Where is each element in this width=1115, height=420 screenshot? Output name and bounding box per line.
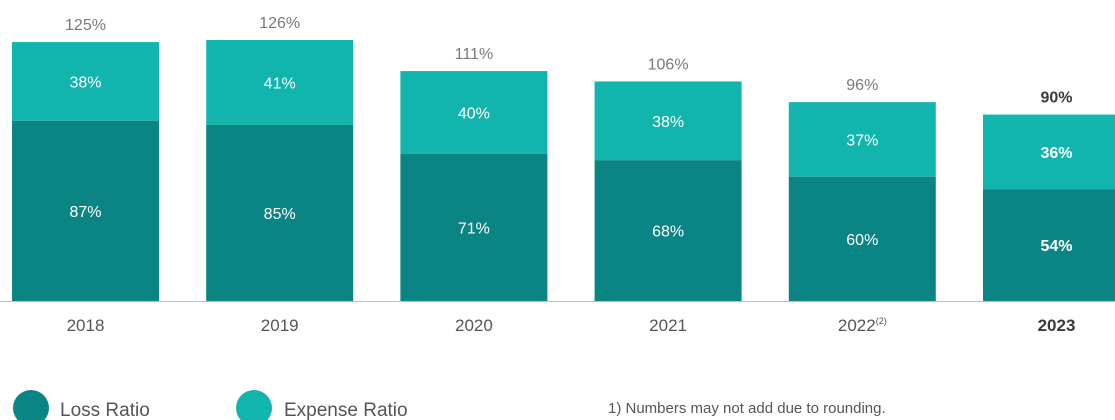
bar-loss-2023 <box>983 189 1115 301</box>
total-value-label: 106% <box>648 56 689 73</box>
x-tick-label: 2020 <box>455 316 493 335</box>
loss-value-label: 87% <box>69 204 101 221</box>
x-tick-superscript: (2) <box>876 316 887 326</box>
legend-label-loss: Loss Ratio <box>60 400 150 420</box>
expense-value-label: 37% <box>846 132 878 149</box>
total-value-label: 126% <box>259 15 300 32</box>
expense-value-label: 36% <box>1040 145 1072 162</box>
x-tick-label: 2022(2) <box>838 316 887 335</box>
x-tick-label: 2019 <box>261 316 299 335</box>
bar-expense-2020 <box>400 71 548 154</box>
bar-loss-2021 <box>594 160 742 301</box>
bar-loss-2020 <box>400 153 548 301</box>
legend-swatch-expense <box>236 390 272 420</box>
loss-value-label: 68% <box>652 224 684 241</box>
x-tick-label: 2023 <box>1038 316 1076 335</box>
bar-expense-2021 <box>594 81 742 161</box>
loss-value-label: 54% <box>1040 238 1072 255</box>
bar-expense-2022 <box>788 102 936 177</box>
loss-value-label: 71% <box>458 220 490 237</box>
legend-label-expense: Expense Ratio <box>284 400 408 420</box>
x-tick-label: 2018 <box>67 316 105 335</box>
expense-value-label: 38% <box>69 74 101 91</box>
bar-expense-2019 <box>206 40 354 125</box>
loss-value-label: 85% <box>264 206 296 223</box>
total-value-label: 125% <box>65 17 106 34</box>
expense-value-label: 40% <box>458 106 490 123</box>
total-value-label: 111% <box>455 46 494 63</box>
legend-swatch-loss <box>13 390 49 420</box>
bar-loss-2022 <box>788 176 936 301</box>
bar-loss-2018 <box>12 120 159 302</box>
bar-expense-2023 <box>983 114 1115 190</box>
expense-value-label: 38% <box>652 114 684 131</box>
total-value-label: 96% <box>846 77 878 94</box>
x-tick-label: 2021 <box>649 316 687 335</box>
expense-value-label: 41% <box>264 75 296 92</box>
total-value-label: 90% <box>1040 90 1072 107</box>
bar-expense-2018 <box>12 42 159 121</box>
loss-value-label: 60% <box>846 232 878 249</box>
bar-loss-2019 <box>206 124 354 301</box>
footnote: 1) Numbers may not add due to rounding. <box>608 400 886 417</box>
